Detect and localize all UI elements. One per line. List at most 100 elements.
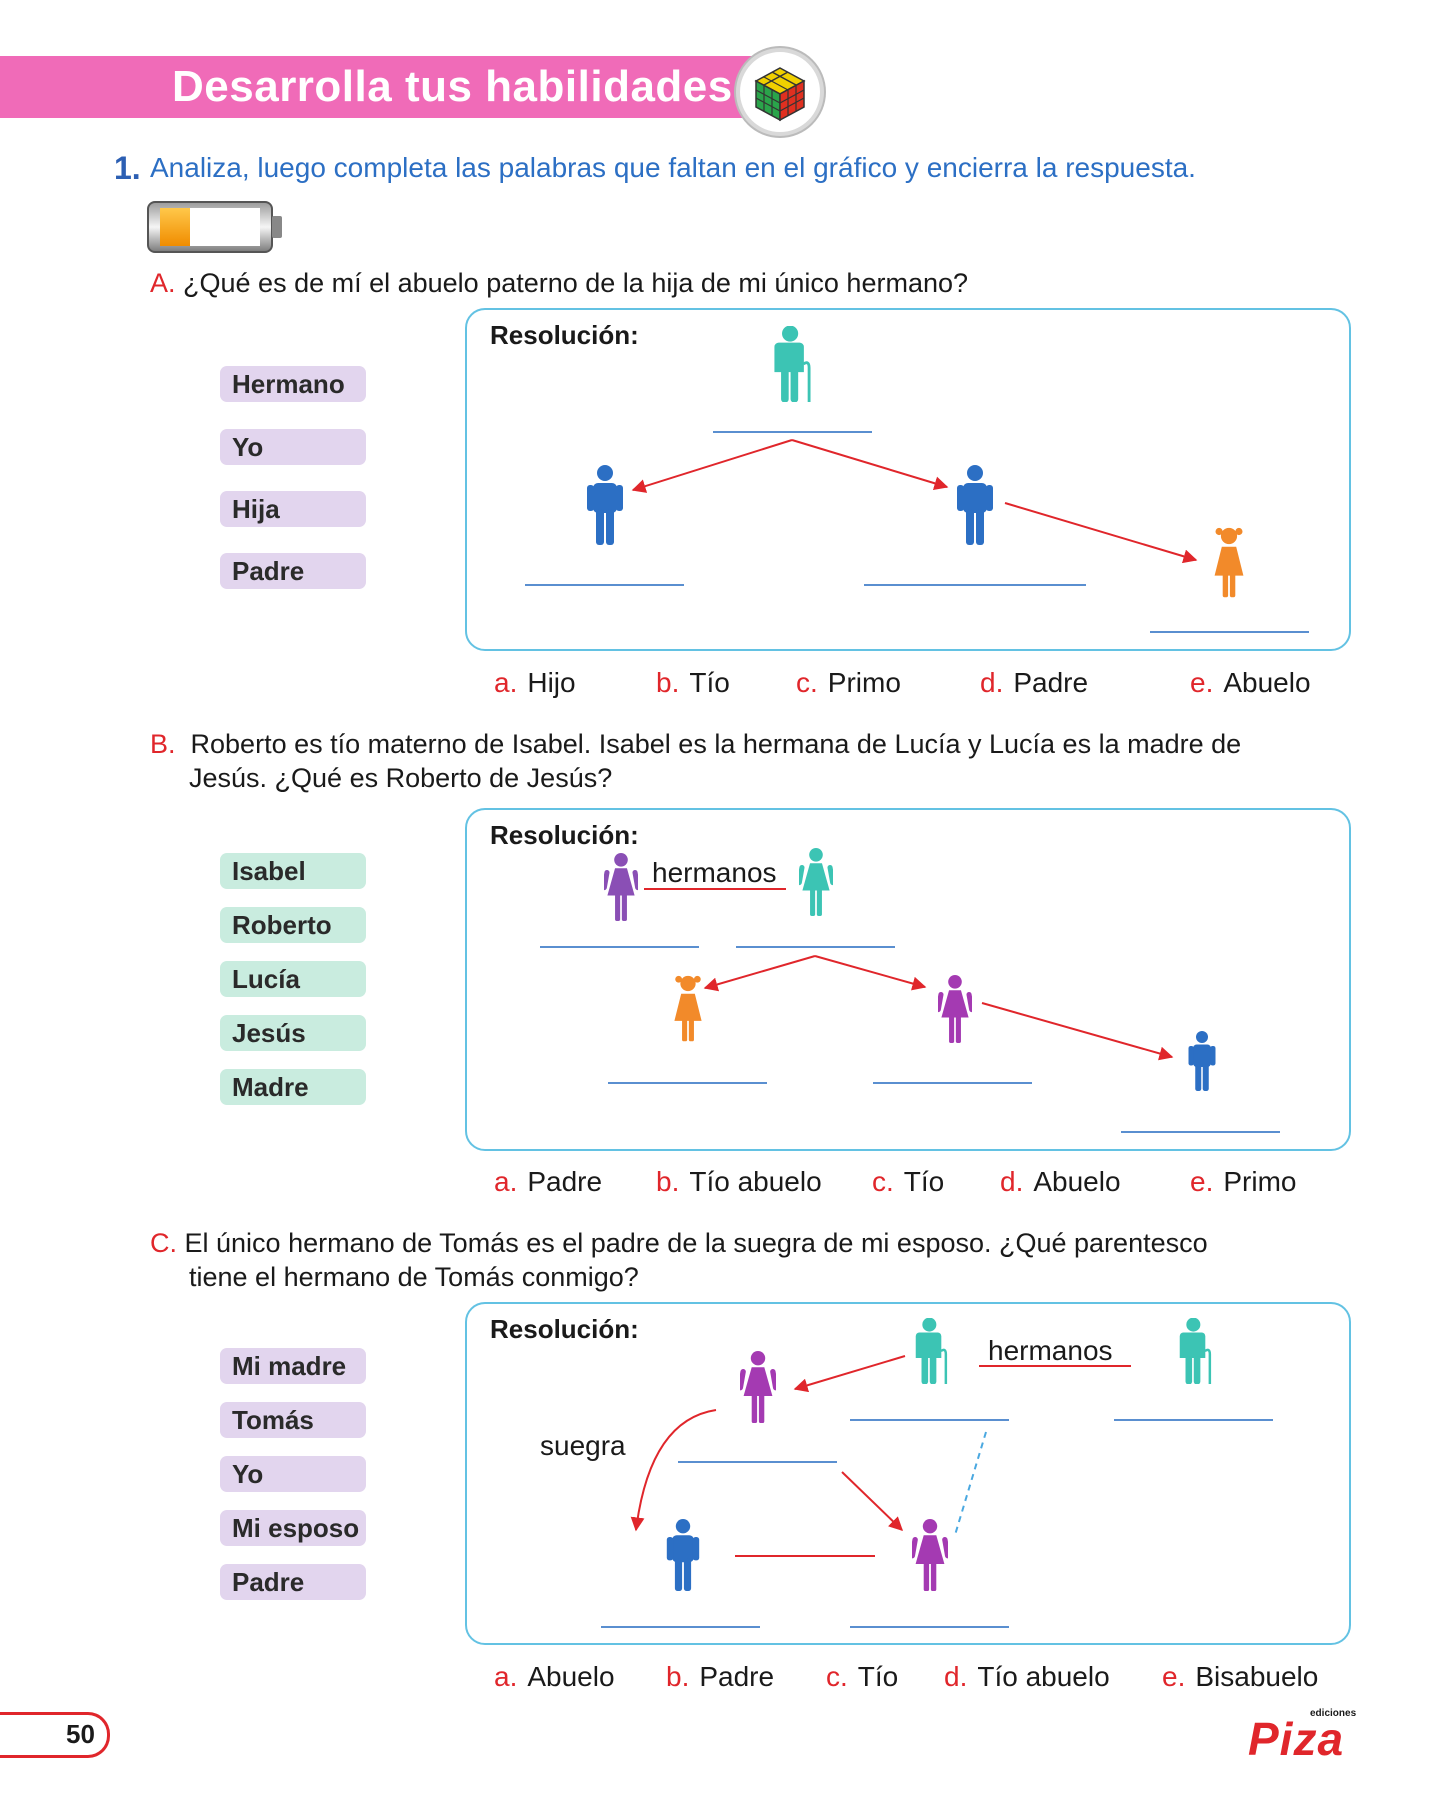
publisher-logo: Piza bbox=[1248, 1713, 1345, 1765]
option-text: Tío bbox=[857, 1661, 899, 1692]
elder-with-cane-icon bbox=[773, 326, 811, 402]
arrow-a-2 bbox=[791, 439, 949, 491]
woman-icon bbox=[740, 1351, 776, 1423]
question-b-line1: Roberto es tío materno de Isabel. Isabel… bbox=[190, 729, 1242, 759]
word-bank-b-item-1: Isabel bbox=[220, 853, 366, 889]
option-letter: e. bbox=[1190, 1166, 1214, 1197]
option-text: Tío abuelo bbox=[977, 1661, 1110, 1692]
option-text: Abuelo bbox=[527, 1661, 615, 1692]
question-c-letter: C. bbox=[150, 1228, 177, 1258]
page-number-tab bbox=[0, 1712, 110, 1758]
arrow-c-1 bbox=[793, 1355, 906, 1393]
resolution-box-a bbox=[465, 308, 1351, 651]
word-bank-c-item-5: Padre bbox=[220, 1564, 366, 1600]
option-text: Tío bbox=[689, 667, 730, 698]
option-b-4[interactable]: d. Abuelo bbox=[1000, 1166, 1121, 1198]
option-text: Padre bbox=[699, 1661, 775, 1692]
exercise-instruction: Analiza, luego completa las palabras que… bbox=[150, 152, 1196, 183]
resolution-label-b: Resolución: bbox=[490, 820, 639, 850]
word-bank-a-item-1: Hermano bbox=[220, 366, 366, 402]
option-letter: d. bbox=[1000, 1166, 1024, 1197]
option-c-2[interactable]: b. Padre bbox=[666, 1661, 774, 1693]
diagram-c-label-siblings: hermanos bbox=[988, 1335, 1113, 1366]
option-a-3[interactable]: c. Primo bbox=[796, 667, 901, 699]
option-c-5[interactable]: e. Bisabuelo bbox=[1162, 1661, 1318, 1693]
option-text: Tío bbox=[903, 1166, 945, 1197]
option-letter: d. bbox=[944, 1661, 968, 1692]
girl-icon bbox=[674, 975, 702, 1042]
person-icon bbox=[957, 465, 993, 545]
word-bank-b-item-4: Jesús bbox=[220, 1015, 366, 1051]
arrow-b-3 bbox=[981, 1002, 1174, 1061]
word-bank-a-item-3: Hija bbox=[220, 491, 366, 527]
option-text: Abuelo bbox=[1033, 1166, 1121, 1197]
dashed-line-c bbox=[954, 1431, 987, 1536]
option-letter: b. bbox=[656, 1166, 680, 1197]
option-letter: d. bbox=[980, 667, 1004, 698]
header-banner bbox=[0, 56, 760, 118]
option-letter: c. bbox=[872, 1166, 894, 1197]
option-c-1[interactable]: a. Abuelo bbox=[494, 1661, 615, 1693]
option-letter: e. bbox=[1190, 667, 1214, 698]
option-text: Abuelo bbox=[1223, 667, 1311, 698]
option-letter: a. bbox=[494, 667, 518, 698]
word-bank-a-item-2: Yo bbox=[220, 429, 366, 465]
question-c-line1: El único hermano de Tomás es el padre de… bbox=[184, 1228, 1208, 1258]
option-text: Primo bbox=[1223, 1166, 1297, 1197]
word-bank-a-item-4: Padre bbox=[220, 553, 366, 589]
woman-icon bbox=[799, 848, 833, 916]
word-bank-b-item-2: Roberto bbox=[220, 907, 366, 943]
question-c-line2: tiene el hermano de Tomás conmigo? bbox=[189, 1262, 639, 1292]
option-letter: b. bbox=[666, 1661, 690, 1692]
elder-with-cane-icon bbox=[1178, 1318, 1212, 1384]
option-letter: b. bbox=[656, 667, 680, 698]
word-bank-c-item-4: Mi esposo bbox=[220, 1510, 366, 1546]
option-letter: e. bbox=[1162, 1661, 1186, 1692]
page-number: 50 bbox=[66, 1719, 95, 1749]
word-bank-b-item-3: Lucía bbox=[220, 961, 366, 997]
option-a-4[interactable]: d. Padre bbox=[980, 667, 1088, 699]
option-letter: a. bbox=[494, 1166, 518, 1197]
option-b-1[interactable]: a. Padre bbox=[494, 1166, 602, 1198]
option-text: Padre bbox=[527, 1166, 603, 1197]
word-bank-c-item-1: Mi madre bbox=[220, 1348, 366, 1384]
resolution-label-a: Resolución: bbox=[490, 320, 639, 350]
arrow-b-2 bbox=[814, 955, 927, 991]
question-b: B. Roberto es tío materno de Isabel. Isa… bbox=[150, 727, 1241, 795]
arrow-a-1 bbox=[631, 439, 793, 493]
option-c-3[interactable]: c. Tío bbox=[826, 1661, 898, 1693]
question-a: A. ¿Qué es de mí el abuelo paterno de la… bbox=[150, 266, 968, 300]
option-b-3[interactable]: c. Tío bbox=[872, 1166, 944, 1198]
option-text: Primo bbox=[827, 667, 901, 698]
option-c-4[interactable]: d. Tío abuelo bbox=[944, 1661, 1110, 1693]
publisher-label: ediciones bbox=[1310, 1708, 1357, 1719]
arrow-c-curve bbox=[630, 1409, 717, 1532]
exercise-number: 1. bbox=[114, 150, 141, 186]
option-b-5[interactable]: e. Primo bbox=[1190, 1166, 1296, 1198]
diagram-b-label-siblings: hermanos bbox=[652, 857, 777, 888]
elder-with-cane-icon bbox=[914, 1318, 948, 1384]
arrow-b-1 bbox=[703, 955, 816, 992]
option-text: Padre bbox=[1013, 667, 1089, 698]
woman-icon bbox=[912, 1519, 948, 1591]
question-a-text: ¿Qué es de mí el abuelo paterno de la hi… bbox=[183, 268, 969, 298]
resolution-box-c bbox=[465, 1302, 1351, 1645]
word-bank-c-item-2: Tomás bbox=[220, 1402, 366, 1438]
person-icon bbox=[587, 465, 623, 545]
question-b-line2: Jesús. ¿Qué es Roberto de Jesús? bbox=[189, 763, 613, 793]
option-text: Hijo bbox=[527, 667, 576, 698]
option-text: Bisabuelo bbox=[1195, 1661, 1319, 1692]
question-c: C. El único hermano de Tomás es el padre… bbox=[150, 1226, 1208, 1294]
question-b-letter: B. bbox=[150, 729, 176, 759]
resolution-label-c: Resolución: bbox=[490, 1314, 639, 1344]
diagram-c-label-mother-in-law: suegra bbox=[540, 1430, 626, 1461]
option-a-1[interactable]: a. Hijo bbox=[494, 667, 576, 699]
option-a-2[interactable]: b. Tío bbox=[656, 667, 730, 699]
option-letter: c. bbox=[826, 1661, 848, 1692]
option-a-5[interactable]: e. Abuelo bbox=[1190, 667, 1311, 699]
word-bank-b-item-5: Madre bbox=[220, 1069, 366, 1105]
person-icon bbox=[666, 1519, 700, 1591]
girl-icon bbox=[1214, 527, 1244, 598]
option-b-2[interactable]: b. Tío abuelo bbox=[656, 1166, 822, 1198]
